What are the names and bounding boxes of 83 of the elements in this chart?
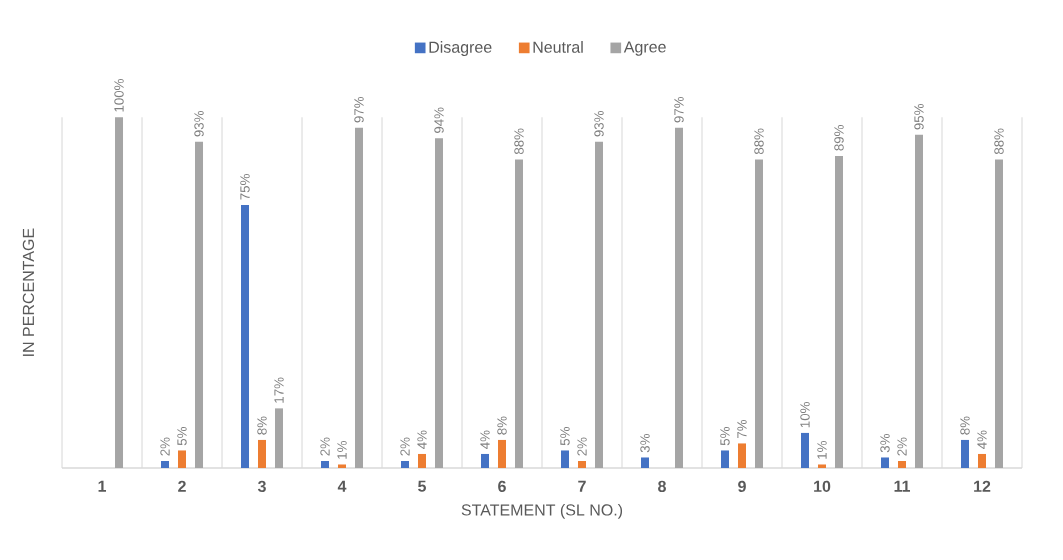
- bar: [275, 408, 284, 468]
- data-label: 4%: [977, 430, 987, 449]
- data-label: 1%: [817, 440, 827, 459]
- data-label: 2%: [897, 437, 907, 456]
- bar: [241, 204, 250, 468]
- bar: [818, 464, 826, 468]
- legend-label: Agree: [623, 41, 666, 56]
- bar: [835, 155, 843, 468]
- x-tick-label: 9: [738, 480, 746, 493]
- x-tick-label: 8: [658, 480, 666, 493]
- bar: [195, 141, 204, 468]
- data-label: 93%: [194, 110, 204, 137]
- bar: [498, 439, 507, 468]
- y-axis-title: IN PERCENTAGE: [22, 228, 35, 356]
- bar: [481, 453, 490, 468]
- data-label: 10%: [800, 401, 810, 428]
- bar: [338, 464, 347, 468]
- data-label: 75%: [240, 174, 250, 200]
- data-label: 3%: [880, 433, 890, 453]
- bar: [401, 460, 410, 468]
- bar: [738, 443, 747, 468]
- x-tick-label: 3: [257, 480, 266, 493]
- bar: [595, 141, 604, 468]
- data-label: 8%: [257, 416, 267, 435]
- bar: [881, 457, 889, 468]
- data-label: 2%: [577, 437, 587, 456]
- x-tick-label: 12: [974, 480, 991, 492]
- data-label: 88%: [514, 128, 524, 155]
- bar: [321, 460, 330, 468]
- legend-label: Disagree: [429, 41, 492, 57]
- bar: [641, 457, 650, 468]
- x-tick-label: 5: [418, 480, 427, 492]
- bar: [115, 117, 124, 468]
- bar: [578, 460, 587, 468]
- data-label: 88%: [994, 128, 1004, 155]
- x-tick-label: 10: [814, 480, 831, 493]
- data-label: 5%: [560, 426, 570, 446]
- x-tick-label: 7: [578, 480, 586, 492]
- data-label: 100%: [114, 78, 124, 112]
- data-label: 97%: [674, 96, 684, 123]
- bar: [995, 159, 1003, 468]
- data-label: 93%: [594, 110, 604, 137]
- x-tick-label: 1: [98, 480, 107, 492]
- data-label: 8%: [960, 416, 970, 435]
- bar: [435, 138, 444, 468]
- data-label: 2%: [400, 437, 410, 456]
- bar: [978, 453, 986, 468]
- data-label: 94%: [434, 107, 444, 134]
- bar: [561, 450, 570, 468]
- data-label: 89%: [834, 124, 844, 151]
- data-label: 2%: [320, 437, 330, 456]
- x-tick-label: 6: [498, 480, 506, 493]
- bar: [515, 159, 524, 468]
- data-label: 7%: [737, 419, 747, 439]
- bar: [161, 460, 170, 468]
- data-label: 4%: [417, 430, 427, 449]
- bar: [915, 134, 923, 468]
- data-label: 5%: [177, 426, 187, 446]
- data-label: 1%: [337, 440, 347, 459]
- x-axis-title: STATEMENT (SL NO.): [461, 503, 623, 519]
- data-label: 97%: [354, 96, 364, 123]
- bar: [258, 439, 267, 468]
- data-label: 8%: [497, 416, 507, 435]
- data-label: 88%: [754, 128, 764, 155]
- bar: [961, 439, 969, 468]
- x-tick-label: 11: [894, 480, 911, 492]
- bar: [721, 450, 730, 468]
- bar: [178, 450, 187, 468]
- bar: [801, 432, 809, 468]
- x-tick-label: 2: [178, 480, 186, 492]
- bar: [418, 453, 427, 468]
- data-label: 3%: [640, 433, 650, 453]
- data-label: 95%: [914, 103, 924, 130]
- data-label: 2%: [160, 437, 170, 456]
- bar: [898, 460, 906, 468]
- bar: [755, 159, 763, 468]
- bar: [675, 127, 684, 468]
- data-label: 4%: [480, 430, 490, 449]
- legend-label: Neutral: [533, 41, 583, 53]
- data-label: 5%: [720, 426, 730, 446]
- x-tick-label: 4: [337, 480, 347, 492]
- data-label: 17%: [274, 377, 284, 403]
- bar: [355, 127, 364, 468]
